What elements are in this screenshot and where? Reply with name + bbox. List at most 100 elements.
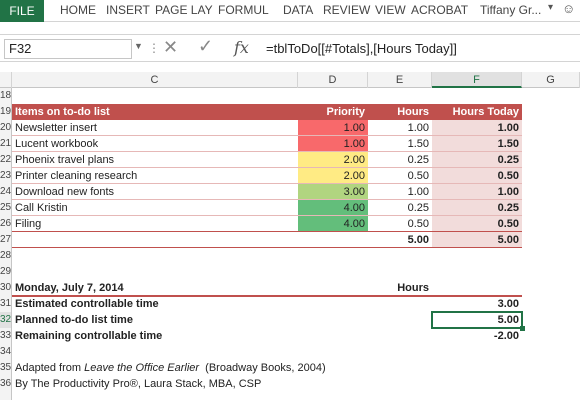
row-header-item[interactable]: 33 xyxy=(0,330,12,341)
formula-input[interactable]: =tblToDo[[#Totals],[Hours Today]] xyxy=(266,41,457,56)
table-cell-hours-today[interactable]: 0.50 xyxy=(432,168,522,184)
chevron-down-icon[interactable]: ▼ xyxy=(134,41,143,51)
table-row-divider xyxy=(12,135,522,136)
table-cell-hours-today[interactable]: 0.50 xyxy=(432,216,522,232)
column-header-c[interactable]: C xyxy=(12,72,298,88)
table-bottom-border xyxy=(12,247,522,248)
table-cell-item[interactable]: Download new fonts xyxy=(15,186,115,198)
tab-insert[interactable]: INSERT xyxy=(106,3,150,17)
tab-review[interactable]: REVIEW xyxy=(323,3,371,17)
select-all-corner[interactable] xyxy=(0,72,12,88)
table-header-hours[interactable]: Hours xyxy=(368,104,432,120)
insert-function-icon[interactable]: fx xyxy=(234,38,249,57)
table-cell-hours[interactable]: 1.00 xyxy=(407,122,429,134)
file-tab[interactable]: FILE xyxy=(0,0,44,22)
row-header-item[interactable]: 21 xyxy=(0,138,12,149)
column-header-e[interactable]: E xyxy=(368,72,432,88)
table-cell-hours[interactable]: 0.25 xyxy=(407,202,429,214)
tab-formulas[interactable]: FORMUL xyxy=(218,3,269,17)
table-row-divider xyxy=(12,167,522,168)
table-cell-hours[interactable]: 0.50 xyxy=(407,218,429,230)
table-cell-priority[interactable]: 1.00 xyxy=(298,120,368,136)
table-cell-item[interactable]: Printer cleaning research xyxy=(15,170,138,182)
table-cell-hours[interactable]: 1.50 xyxy=(407,138,429,150)
column-header-g[interactable]: G xyxy=(522,72,580,88)
row-header-item[interactable]: 18 xyxy=(0,90,12,101)
row-header-item-selected[interactable]: 32 xyxy=(0,312,11,328)
table-cell-priority[interactable]: 2.00 xyxy=(298,152,368,168)
summary-value-remaining[interactable]: -2.00 xyxy=(493,330,519,342)
table-total-divider xyxy=(12,231,522,232)
formula-bar-grip-icon[interactable]: ⋮ xyxy=(148,41,160,55)
table-cell-priority[interactable]: 4.00 xyxy=(298,216,368,232)
table-header-hours-today[interactable]: Hours Today xyxy=(432,104,522,120)
table-cell-hours[interactable]: 0.50 xyxy=(407,170,429,182)
table-total-hours[interactable]: 5.00 xyxy=(407,234,429,246)
table-header-items[interactable]: Items on to-do list xyxy=(12,104,298,120)
table-cell-hours-today[interactable]: 1.50 xyxy=(432,136,522,152)
table-cell-hours-today[interactable]: 1.00 xyxy=(432,120,522,136)
table-cell-item[interactable]: Filing xyxy=(15,218,42,230)
summary-hours-label[interactable]: Hours xyxy=(397,282,429,294)
smiley-feedback-icon[interactable]: ☺ xyxy=(562,1,576,16)
table-cell-priority[interactable]: 3.00 xyxy=(298,184,368,200)
worksheet-grid[interactable]: Items on to-do list Priority Hours Hours… xyxy=(12,88,580,400)
summary-label-remaining[interactable]: Remaining controllable time xyxy=(15,330,163,342)
ribbon: FILE HOME INSERT PAGE LAY FORMUL DATA RE… xyxy=(0,0,580,22)
table-cell-hours-today[interactable]: 0.25 xyxy=(432,152,522,168)
table-cell-item[interactable]: Phoenix travel plans xyxy=(15,154,115,166)
row-header-item[interactable]: 22 xyxy=(0,154,12,165)
row-header-item[interactable]: 31 xyxy=(0,298,12,309)
user-account-name[interactable]: Tiffany Gr... xyxy=(480,3,542,17)
name-box[interactable]: F32 xyxy=(4,39,132,59)
table-cell-hours[interactable]: 1.00 xyxy=(407,186,429,198)
row-header-item[interactable]: 29 xyxy=(0,266,12,277)
table-cell-item[interactable]: Call Kristin xyxy=(15,202,68,214)
row-header-item[interactable]: 35 xyxy=(0,362,12,373)
tab-page-layout[interactable]: PAGE LAY xyxy=(155,3,213,17)
row-header-item[interactable]: 19 xyxy=(0,106,12,117)
table-header-priority[interactable]: Priority xyxy=(298,104,368,120)
summary-date[interactable]: Monday, July 7, 2014 xyxy=(15,282,124,294)
row-header-item[interactable]: 28 xyxy=(0,250,12,261)
row-header-item[interactable]: 36 xyxy=(0,378,12,389)
table-cell-hours[interactable]: 0.25 xyxy=(407,154,429,166)
row-header-item[interactable]: 23 xyxy=(0,170,12,181)
table-total-hours-today[interactable]: 5.00 xyxy=(432,232,522,248)
table-cell-hours-today[interactable]: 0.25 xyxy=(432,200,522,216)
table-row-divider xyxy=(12,183,522,184)
table-cell-priority[interactable]: 4.00 xyxy=(298,200,368,216)
table-cell-hours-today[interactable]: 1.00 xyxy=(432,184,522,200)
table-cell-priority[interactable]: 2.00 xyxy=(298,168,368,184)
column-header-f[interactable]: F xyxy=(432,72,522,88)
tab-view[interactable]: VIEW xyxy=(375,3,406,17)
cancel-icon[interactable]: ✕ xyxy=(163,37,179,57)
summary-value-planned[interactable]: 5.00 xyxy=(497,314,519,326)
row-header: 18 19 20 21 22 23 24 25 26 27 28 29 30 3… xyxy=(0,88,12,400)
table-cell-priority[interactable]: 1.00 xyxy=(298,136,368,152)
summary-value-estimated[interactable]: 3.00 xyxy=(497,298,519,310)
table-cell-item[interactable]: Newsletter insert xyxy=(15,122,97,134)
row-header-item[interactable]: 24 xyxy=(0,186,12,197)
summary-label-estimated[interactable]: Estimated controllable time xyxy=(15,298,159,310)
row-header-item[interactable]: 27 xyxy=(0,234,12,245)
checkmark-icon[interactable]: ✓ xyxy=(198,36,214,56)
row-header-item[interactable]: 25 xyxy=(0,202,12,213)
tab-acrobat[interactable]: ACROBAT xyxy=(411,3,469,17)
row-header-item[interactable]: 20 xyxy=(0,122,12,133)
formula-bar: F32 ▼ ⋮ ✕ ✓ fx =tblToDo[[#Totals],[Hours… xyxy=(0,34,580,62)
table-cell-item[interactable]: Lucent workbook xyxy=(15,138,99,150)
selected-cell-f32[interactable] xyxy=(431,311,523,329)
column-header-d[interactable]: D xyxy=(298,72,368,88)
column-header: C D E F G xyxy=(0,72,580,88)
chevron-down-icon[interactable]: ▾ xyxy=(548,2,554,13)
row-header-item[interactable]: 26 xyxy=(0,218,12,229)
tab-data[interactable]: DATA xyxy=(283,3,314,17)
row-header-item[interactable]: 30 xyxy=(0,282,12,293)
row-header-item[interactable]: 34 xyxy=(0,346,12,357)
credit-book-title: Leave the Office Earlier xyxy=(84,362,200,374)
summary-label-planned[interactable]: Planned to-do list time xyxy=(15,314,133,326)
tab-home[interactable]: HOME xyxy=(60,3,96,17)
fill-handle[interactable] xyxy=(520,326,525,331)
table-row-divider xyxy=(12,199,522,200)
